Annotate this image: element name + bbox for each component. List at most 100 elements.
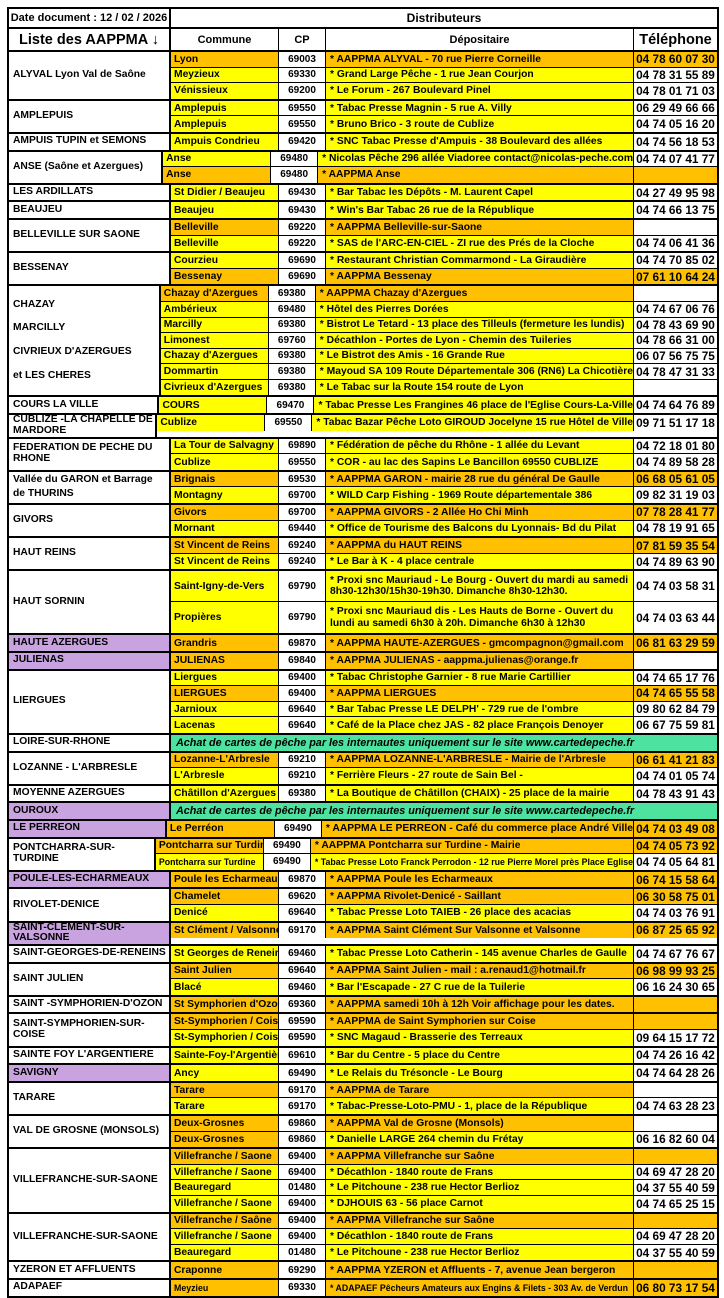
phone-cell: 04 78 66 31 00 <box>634 333 717 348</box>
depositaire-cell: * DJHOUIS 63 - 56 place Carnot <box>326 1196 634 1212</box>
group-label: SAINT-SYMPHORIEN-SUR-COISE <box>9 1014 171 1046</box>
table-row: Meyzieu 69330 * ADAPAEF Pêcheurs Amateurs … <box>171 1279 717 1296</box>
group-rows: Grandris 69870 * AAPPMA HAUTE-AZERGUES - g… <box>171 635 717 651</box>
table-row: Beauregard 01480 * Le Pitchoune - 238 rue … <box>171 1244 717 1261</box>
cp-cell: 69890 <box>279 438 326 454</box>
phone-cell: 04 74 03 76 91 <box>634 904 717 921</box>
column-header-telephone: Téléphone <box>639 31 712 48</box>
depositaire-cell: * Tabac Presse Magnin - 5 rue A. Villy <box>326 100 634 116</box>
group-rows: Sainte-Foy-l'Argentière 69610 * Bar du Cen… <box>171 1047 717 1064</box>
group-rows: Givors 69700 * AAPPMA GIVORS - 2 Allée Ho … <box>171 505 717 537</box>
commune-cell: L'Arbresle <box>171 768 279 784</box>
group-rows: Châtillon d'Azergues 69380 * La Boutique d… <box>171 785 717 802</box>
depositaire-cell: * AAPPMA ALYVAL - 70 rue Pierre Corneill… <box>326 52 634 67</box>
depositaire-cell: * AAPPMA LE PERREON - Café du commerce p… <box>321 820 634 837</box>
phone-cell: 04 78 31 55 89 <box>634 67 717 83</box>
table-row: St-Symphorien / Coise 69590 * AAPPMA de Sa… <box>171 1014 717 1031</box>
depositaire-cell: * Bar Tabac les Dépôts - M. Laurent Cape… <box>326 184 634 201</box>
group-rows: Saint-Igny-de-Vers 69790 * Proxi snc Mauri… <box>171 571 717 634</box>
phone-cell: 04 74 06 41 36 <box>634 235 717 252</box>
group-label-line: HAUT SORNIN <box>13 596 85 607</box>
group-label-line: AMPUIS TUPIN et SEMONS <box>13 135 147 147</box>
table-row: St Vincent de Reins 69240 * AAPPMA du HAUT… <box>171 538 717 554</box>
depositaire-cell: * AAPPMA JULIENAS - aappma.julienas@oran… <box>326 653 634 669</box>
group-label: ADAPAEF <box>9 1279 171 1296</box>
depositaire-cell: * AAPPMA Saint Clément Sur Valsonne et V… <box>326 922 634 939</box>
table-row: St Symphorien d'Ozon 69360 * AAPPMA samedi… <box>171 996 717 1013</box>
commune-cell: Pontcharra sur Turdine <box>155 838 264 854</box>
depositaire-cell: * Tabac-Presse-Loto-PMU - 1, place de la… <box>326 1098 634 1115</box>
phone-cell: 04 74 67 76 67 <box>634 946 717 962</box>
phone-cell: 04 37 55 40 59 <box>634 1244 717 1261</box>
phone-cell: 04 74 70 85 02 <box>634 253 717 268</box>
group-label-line: BELLEVILLE SUR SAONE <box>13 229 141 241</box>
table-row: Ancy 69490 * Le Relais du Trésoncle - Le B… <box>171 1065 717 1081</box>
commune-cell: Beauregard <box>171 1244 279 1261</box>
group-label-line: VILLEFRANCHE-SUR-SAONE <box>13 1230 158 1242</box>
commune-cell: Chamelet <box>171 889 279 904</box>
group-label: HAUT SORNIN <box>9 571 171 634</box>
cp-cell: 69530 <box>279 471 326 487</box>
group-label: LES ARDILLATS <box>9 184 171 201</box>
depositaire-cell: * Décathlon - Portes de Lyon - Chemin de… <box>315 333 634 348</box>
depositaire-cell: * Danielle LARGE 264 chemin du Frétay <box>326 1131 634 1148</box>
group-label-line: AMPLEPUIS <box>13 109 74 121</box>
depositaire-cell: * AAPPMA HAUTE-AZERGUES - gmcompagnon@gm… <box>326 635 634 651</box>
group-rows: St Didier / Beaujeu 69430 * Bar Tabac les … <box>171 184 717 201</box>
commune-cell: Bessenay <box>171 268 279 285</box>
commune-cell: St-Symphorien / Coise <box>171 1030 279 1046</box>
table-row: Cublize 69550 * Tabac Bazar Pêche Loto GIR… <box>157 415 717 431</box>
phone-cell <box>634 1014 717 1030</box>
table-row: La Tour de Salvagny 69890 * Fédération de … <box>171 438 717 455</box>
group-label-line: MARCILLY <box>13 322 66 334</box>
depositaire-cell: * AAPPMA LIERGUES <box>326 686 634 701</box>
commune-cell: St Georges de Reneins <box>171 946 279 962</box>
aappma-group: COURS LA VILLE COURS 69470 * Tabac Presse L… <box>9 397 717 416</box>
depositaire-cell: * ADAPAEF Pêcheurs Amateurs aux Engins &… <box>326 1279 634 1296</box>
phone-cell: 04 74 05 16 20 <box>634 116 717 132</box>
table-row: St Didier / Beaujeu 69430 * Bar Tabac les … <box>171 184 717 201</box>
cp-cell: 69640 <box>279 701 326 717</box>
group-rows: Craponne 69290 * AAPPMA YZERON et Affluent… <box>171 1262 717 1278</box>
cp-cell: 69380 <box>279 785 326 802</box>
depositaire-cell: * AAPPMA YZERON et Affluents - 7, avenue… <box>326 1262 634 1278</box>
phone-cell <box>634 379 717 396</box>
aappma-group: AMPUIS TUPIN et SEMONS Ampuis Condrieu 694… <box>9 133 717 152</box>
phone-cell: 07 61 10 64 24 <box>634 268 717 285</box>
phone-cell: 09 71 51 17 18 <box>634 415 717 431</box>
group-label-line: SAINT-SYMPHORIEN-SUR-COISE <box>13 1018 145 1041</box>
cp-cell: 69420 <box>279 133 326 150</box>
group-rows: St Symphorien d'Ozon 69360 * AAPPMA samedi… <box>171 996 717 1013</box>
table-row: Villefranche / Saône 69400 * AAPPMA Villef… <box>171 1213 717 1230</box>
commune-cell: Mornant <box>171 520 279 537</box>
cp-cell: 69690 <box>279 268 326 285</box>
aappma-group: POULE-LES-ECHARMEAUX Poule les Echarmeaux… <box>9 871 717 890</box>
depositaire-cell: * Tabac Presse Loto Franck Perrodon - 12… <box>310 854 634 870</box>
aappma-group: SAVIGNY Ancy 69490 * Le Relais du Trésoncle… <box>9 1065 717 1083</box>
group-label: SAINT JULIEN <box>9 963 171 995</box>
depositaire-cell: * Tabac Presse Les Frangines 46 place de… <box>314 397 634 414</box>
depositaire-cell: * Tabac Presse Loto Catherin - 145 avenu… <box>326 946 634 962</box>
cp-cell: 69640 <box>279 904 326 921</box>
group-label: VILLEFRANCHE-SUR-SAONE <box>9 1149 171 1212</box>
cp-cell: 69430 <box>279 184 326 201</box>
phone-cell: 04 74 05 64 81 <box>634 854 717 870</box>
group-label-line: CUBLIZE -LA CHAPELLE DE MARDORE <box>13 414 153 436</box>
phone-cell: 04 78 47 31 33 <box>634 364 717 379</box>
depositaire-cell: * AAPPMA Villefranche sur Saône <box>326 1213 634 1229</box>
phone-cell: 07 78 28 41 77 <box>634 505 717 520</box>
group-label-line: ALYVAL Lyon Val de Saône <box>13 68 146 80</box>
commune-cell: Brignais <box>171 471 279 487</box>
group-rows: Villefranche / Saône 69400 * AAPPMA Villef… <box>171 1213 717 1261</box>
aappma-group: HAUT SORNIN Saint-Igny-de-Vers 69790 * Prox… <box>9 571 717 636</box>
group-label-line: LES ARDILLATS <box>13 186 94 198</box>
commune-cell: Givors <box>171 505 279 520</box>
depositaire-cell: * AAPPMA de Tarare <box>326 1082 634 1098</box>
cp-cell: 69490 <box>263 838 311 854</box>
group-label: ALYVAL Lyon Val de Saône <box>9 52 171 99</box>
commune-cell: St Clément / Valsonne <box>171 922 279 939</box>
depositaire-cell: * AAPPMA Bessenay <box>326 268 634 285</box>
table-row: Beauregard 01480 * Le Pitchoune - 238 rue … <box>171 1180 717 1196</box>
depositaire-cell: * Office de Tourisme des Balcons du Lyon… <box>326 520 634 537</box>
group-label: LOIRE-SUR-RHONE <box>9 734 171 751</box>
